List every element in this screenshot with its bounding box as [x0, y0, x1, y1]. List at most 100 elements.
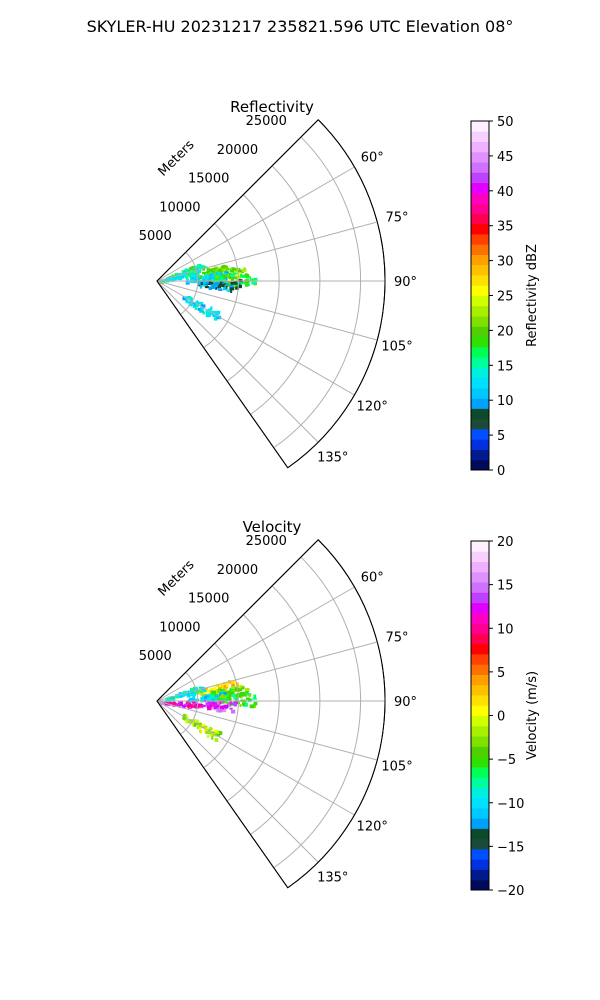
echo-pixel: [181, 270, 184, 273]
echo-pixel: [175, 276, 180, 279]
echo-pixel: [192, 688, 197, 693]
colorbar-swatch: [471, 643, 489, 655]
echo-pixel: [216, 701, 220, 705]
echo-pixel: [236, 272, 242, 275]
range-ring: [273, 556, 361, 869]
echo-pixel: [193, 686, 197, 690]
colorbar-tick-label: 10: [497, 622, 514, 637]
echo-pixel: [205, 689, 210, 692]
echo-pixel: [199, 690, 204, 694]
colorbar-swatch: [471, 715, 489, 727]
colorbar-swatch: [471, 162, 489, 173]
azimuth-tick-label: 90°: [394, 695, 417, 710]
echo-pixel: [210, 306, 213, 310]
colorbar-swatch: [471, 787, 489, 799]
echo-pixel: [220, 689, 225, 692]
echo-pixel: [200, 304, 206, 308]
echo-pixel: [226, 283, 230, 286]
echo-pixel: [231, 702, 236, 705]
echo-pixel: [204, 286, 210, 289]
colorbar-swatch: [471, 316, 489, 327]
echo-pixel: [239, 703, 242, 707]
colorbar-swatch: [471, 848, 489, 860]
colorbar-swatch: [471, 172, 489, 184]
echo-pixel: [228, 275, 233, 280]
echo-pixel: [233, 696, 237, 700]
echo-pixel: [191, 276, 195, 281]
echo-pixel: [195, 270, 198, 275]
echo-pixel: [192, 695, 196, 700]
echo-pixel: [200, 723, 206, 728]
echo-pixel: [215, 700, 218, 704]
colorbar-swatch: [471, 418, 489, 430]
echo-pixel: [233, 276, 238, 280]
echo-pixel: [219, 697, 223, 702]
echo-pixel: [219, 692, 224, 695]
echo-pixel: [224, 272, 227, 276]
colorbar-swatch: [471, 694, 489, 706]
echo-pixel: [223, 268, 226, 272]
echo-pixel: [189, 692, 195, 697]
echo-pixel: [197, 307, 202, 311]
echo-pixel: [220, 694, 225, 699]
echo-pixel: [189, 266, 193, 270]
colorbar-swatch: [471, 807, 489, 819]
azimuth-tick-label: 75°: [386, 211, 409, 226]
figure-title: SKYLER-HU 20231217 235821.596 UTC Elevat…: [87, 17, 514, 36]
colorbar-swatch: [471, 203, 489, 214]
azimuth-tick-label: 120°: [357, 399, 388, 414]
echo-pixel: [225, 280, 230, 284]
echo-pixel: [230, 691, 235, 696]
echo-pixel: [219, 700, 222, 705]
echo-pixel: [212, 285, 216, 289]
echo-pixel: [205, 694, 209, 697]
range-tick-label: 15000: [188, 172, 229, 187]
echo-pixel: [232, 680, 237, 684]
echo-pixel: [207, 277, 211, 281]
echo-pixel: [227, 690, 231, 695]
echo-pixel: [211, 267, 214, 272]
echo-pixel: [244, 687, 250, 692]
echo-pixel: [184, 717, 188, 721]
echo-pixel: [208, 281, 214, 285]
echo-pixel: [196, 266, 202, 271]
echo-pixel: [178, 691, 182, 696]
colorbar-swatch: [471, 684, 489, 696]
colorbar-swatch: [471, 582, 489, 593]
echo-pixel: [208, 268, 212, 271]
echo-pixel: [224, 267, 229, 270]
echo-pixel: [173, 701, 176, 705]
echo-pixel: [237, 269, 242, 273]
echo-pixel: [223, 704, 229, 709]
range-tick-label: 25000: [246, 534, 287, 549]
echo-pixel: [205, 698, 210, 701]
echo-pixel: [188, 690, 192, 694]
echo-pixel: [252, 697, 257, 700]
echo-pixel: [201, 694, 205, 698]
azimuth-tick-label: 60°: [361, 571, 384, 586]
colorbar-tick-label: −10: [497, 797, 524, 812]
echo-pixel: [238, 693, 241, 696]
echo-pixel: [228, 280, 233, 284]
echo-pixel: [164, 278, 167, 282]
echo-pixel: [199, 686, 203, 689]
echo-pixel: [211, 688, 214, 693]
echo-pixel: [193, 719, 196, 722]
echo-pixel: [177, 275, 182, 278]
echo-pixel: [201, 698, 205, 701]
colorbar-swatch: [471, 346, 489, 358]
echo-pixel: [246, 276, 251, 279]
reflectivity-polar-axes: 60° 75° 90° 105° 120° 135° 5000 10000 15000 20000…: [139, 114, 417, 469]
echo-pixel: [213, 266, 219, 269]
echo-pixel: [227, 697, 232, 701]
echo-pixel: [205, 309, 209, 313]
azimuth-spoke: [156, 166, 355, 282]
echo-pixel: [228, 693, 232, 697]
echo-pixel: [200, 729, 203, 734]
echo-pixel: [211, 690, 217, 695]
colorbar-swatch: [471, 551, 489, 563]
echo-pixel: [187, 705, 190, 708]
echo-pixel: [217, 280, 222, 284]
echo-pixel: [223, 286, 227, 291]
colorbar-swatch: [471, 285, 489, 296]
